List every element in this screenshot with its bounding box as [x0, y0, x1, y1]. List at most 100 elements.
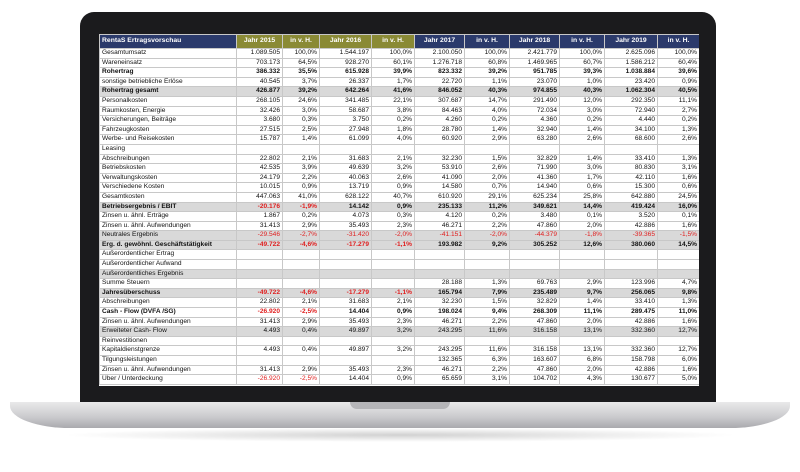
- value-cell: 65.659: [414, 374, 465, 385]
- table-row: Leasing: [99, 143, 699, 155]
- empty-cell: [282, 335, 320, 347]
- value-cell: 158.798: [604, 355, 658, 366]
- value-cell: 2,0%: [464, 172, 510, 184]
- value-cell: 40,3%: [464, 86, 510, 97]
- empty-cell: [282, 355, 320, 366]
- value-cell: 0,9%: [282, 182, 320, 193]
- row-label: Außerordentlicher Aufwand: [99, 259, 237, 270]
- empty-cell: [371, 355, 415, 366]
- row-label: Über / Unterdeckung: [99, 374, 237, 385]
- empty-cell: [509, 268, 560, 280]
- value-cell: 10.015: [236, 182, 283, 193]
- empty-cell: [236, 143, 283, 155]
- value-cell: 0,2%: [371, 115, 415, 126]
- value-cell: -31.420: [319, 230, 372, 241]
- value-cell: 4.120: [414, 211, 465, 222]
- value-cell: 68.600: [604, 134, 658, 145]
- value-cell: 24,6%: [282, 95, 320, 107]
- value-cell: 0,9%: [657, 76, 699, 88]
- value-cell: 100,0%: [657, 48, 699, 59]
- table-row: Abschreibungen 22.802 2,1% 31.683 2,1% 32.230…: [99, 153, 699, 165]
- value-cell: 1,8%: [371, 124, 415, 136]
- value-cell: 3,9%: [282, 163, 320, 174]
- value-cell: 49.639: [319, 163, 372, 174]
- value-cell: -29.546: [236, 230, 283, 241]
- empty-cell: [236, 278, 283, 289]
- value-cell: -26.920: [236, 374, 283, 385]
- value-cell: 2,0%: [559, 364, 605, 376]
- column-header: Jahr 2016: [319, 34, 372, 49]
- value-cell: 25,8%: [559, 191, 605, 203]
- empty-cell: [464, 249, 510, 261]
- value-cell: 3.520: [604, 211, 658, 222]
- empty-cell: [371, 249, 415, 261]
- row-label: Rohertrag gesamt: [99, 86, 237, 97]
- empty-cell: [657, 143, 699, 155]
- row-label: Tilgungsleistungen: [99, 355, 237, 366]
- value-cell: 39,3%: [559, 67, 605, 78]
- value-cell: 243.295: [414, 345, 465, 356]
- value-cell: 2,2%: [464, 316, 510, 328]
- value-cell: 24.179: [236, 172, 283, 184]
- value-cell: 46.271: [414, 316, 465, 328]
- column-header: in v. H.: [282, 34, 320, 49]
- empty-cell: [371, 278, 415, 289]
- table-row: Außerordentlicher Aufwand: [99, 259, 699, 270]
- empty-cell: [559, 249, 605, 261]
- table-row: Neutrales Ergebnis -29.546 -2,7% -31.420 -2,…: [99, 230, 699, 241]
- value-cell: 1,4%: [559, 153, 605, 165]
- value-cell: 0,1%: [657, 211, 699, 222]
- value-cell: 2,5%: [282, 124, 320, 136]
- value-cell: 289.475: [604, 307, 658, 318]
- row-label: Erweiteter Cash- Flow: [99, 326, 237, 337]
- value-cell: 14,4%: [559, 201, 605, 213]
- column-header: in v. H.: [464, 34, 510, 49]
- value-cell: 292.350: [604, 95, 658, 107]
- value-cell: 2,1%: [282, 153, 320, 165]
- value-cell: 11,1%: [657, 95, 699, 107]
- value-cell: 3.480: [509, 211, 560, 222]
- value-cell: 316.158: [509, 345, 560, 356]
- empty-cell: [414, 268, 465, 280]
- value-cell: 47.860: [509, 316, 560, 328]
- value-cell: 4,0%: [464, 105, 510, 117]
- value-cell: 9,4%: [464, 307, 510, 318]
- empty-cell: [464, 143, 510, 155]
- column-header: in v. H.: [657, 34, 699, 49]
- table-row: Zinsen u. ähnl. Aufwendungen 31.413 2,9% 35…: [99, 220, 699, 232]
- empty-cell: [559, 259, 605, 270]
- value-cell: 610.920: [414, 191, 465, 203]
- value-cell: 35.493: [319, 220, 372, 232]
- row-label: Kapitaldienstgrenze: [99, 345, 237, 356]
- row-label: Gesamtumsatz: [99, 48, 237, 59]
- value-cell: 2,6%: [559, 134, 605, 145]
- column-header: Jahr 2017: [414, 34, 465, 49]
- value-cell: 5,0%: [657, 374, 699, 385]
- value-cell: 72.034: [509, 105, 560, 117]
- table-row: Versicherungen, Beiträge 3.680 0,3% 3.750 0,…: [99, 115, 699, 126]
- value-cell: 80.830: [604, 163, 658, 174]
- table-row: Erg. d. gewöhnl. Geschäftstätigkeit -49.7…: [99, 239, 699, 251]
- value-cell: 42.886: [604, 364, 658, 376]
- value-cell: 1.544.197: [319, 48, 372, 59]
- empty-cell: [319, 259, 372, 270]
- table-row: Zinsen u. ähnl. Erträge 1.867 0,2% 4.073 0,3…: [99, 211, 699, 222]
- value-cell: 11,2%: [464, 201, 510, 213]
- forecast-table: RentaS Ertragsvorschau Jahr 2015 in v. H. J…: [99, 34, 699, 385]
- value-cell: 1,6%: [657, 172, 699, 184]
- value-cell: 46.271: [414, 364, 465, 376]
- value-cell: 4,0%: [371, 134, 415, 145]
- value-cell: 2,3%: [371, 364, 415, 376]
- empty-cell: [509, 335, 560, 347]
- value-cell: 2,9%: [282, 220, 320, 232]
- column-header: Jahr 2019: [604, 34, 658, 49]
- value-cell: -49.722: [236, 239, 283, 251]
- value-cell: 1.062.304: [604, 86, 658, 97]
- value-cell: 1,4%: [559, 124, 605, 136]
- empty-cell: [559, 268, 605, 280]
- value-cell: -39.365: [604, 230, 658, 241]
- value-cell: 823.332: [414, 67, 465, 78]
- value-cell: 0,9%: [371, 201, 415, 213]
- value-cell: 53.910: [414, 163, 465, 174]
- value-cell: 3.680: [236, 115, 283, 126]
